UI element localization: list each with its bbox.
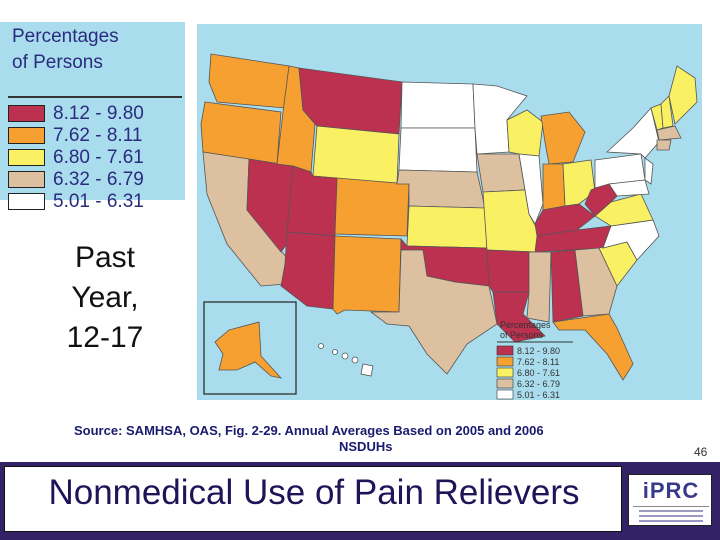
map-legend-label: 5.01 - 6.31 — [517, 390, 560, 400]
legend-swatch — [8, 127, 45, 144]
map-legend-label: 8.12 - 9.80 — [517, 346, 560, 356]
legend-panel: Percentages of Persons 8.12 - 9.80 7.62 … — [0, 22, 185, 212]
state-arizona — [280, 231, 336, 310]
legend-title-line2: of Persons — [12, 52, 103, 73]
state-maryland — [608, 179, 650, 197]
us-choropleth-map: Percentages of Persons 8.12 - 9.80 7.62 -… — [197, 24, 702, 400]
state-north-dakota — [400, 81, 476, 129]
source-line2: NSDUHs — [339, 439, 393, 454]
legend-label: 7.62 - 8.11 — [53, 125, 143, 146]
legend-title-line1: Percentages — [12, 26, 119, 47]
source-note: Source: SAMHSA, OAS, Fig. 2-29. Annual A… — [74, 423, 674, 455]
state-new-hampshire — [660, 95, 674, 129]
period-label-line1: Past — [74, 241, 136, 274]
slide-title: Nonmedical Use of Pain Relievers — [48, 473, 580, 512]
map-legend-swatch — [496, 356, 514, 367]
state-georgia — [574, 247, 618, 317]
iprc-logo: iPRC — [628, 474, 712, 526]
legend-swatch — [8, 193, 45, 210]
map-legend-title-1: Percentages — [500, 320, 551, 330]
map-legend-label: 6.80 - 7.61 — [517, 368, 560, 378]
legend-swatch — [8, 149, 45, 166]
state-massachusetts — [656, 125, 682, 141]
legend-swatch — [8, 171, 45, 188]
legend-swatch — [8, 105, 45, 122]
state-new-mexico — [332, 235, 402, 315]
state-new-jersey — [644, 157, 654, 185]
state-texas — [369, 249, 498, 375]
state-arkansas — [486, 249, 536, 293]
map-legend: Percentages of Persons 8.12 - 9.807.62 -… — [496, 320, 573, 400]
logo-subtext-lines — [633, 506, 709, 523]
state-colorado — [334, 177, 410, 237]
page-number: 46 — [694, 445, 708, 459]
source-line1: Source: SAMHSA, OAS, Fig. 2-29. Annual A… — [74, 423, 544, 438]
state-mississippi — [526, 251, 552, 323]
logo-text: iPRC — [642, 478, 700, 503]
state-hawaii — [318, 343, 374, 377]
state-wyoming — [312, 125, 400, 185]
state-alaska — [214, 321, 283, 379]
map-legend-swatch — [496, 345, 514, 356]
map-legend-swatch — [496, 378, 514, 389]
legend-label: 5.01 - 6.31 — [53, 191, 144, 212]
map-legend-swatch — [496, 367, 514, 378]
state-south-dakota — [398, 127, 478, 173]
map-legend-title-2: of Persons — [500, 330, 544, 340]
period-label: Past Year, 12-17 — [30, 238, 180, 358]
map-legend-label: 6.32 - 6.79 — [517, 379, 560, 389]
state-indiana — [542, 163, 566, 211]
map-legend-label: 7.62 - 8.11 — [517, 357, 559, 367]
period-label-line2: Year, — [71, 281, 139, 314]
legend-label: 8.12 - 9.80 — [53, 103, 144, 124]
state-nebraska — [396, 169, 486, 209]
map-canvas: Percentages of Persons 8.12 - 9.807.62 -… — [200, 53, 698, 400]
legend-label: 6.32 - 6.79 — [53, 169, 144, 190]
title-box: Nonmedical Use of Pain Relievers — [4, 466, 622, 532]
state-florida — [552, 313, 634, 381]
state-kansas — [406, 205, 488, 249]
legend-label: 6.80 - 7.61 — [53, 147, 144, 168]
state-new-york — [606, 107, 660, 159]
state-maine — [668, 65, 698, 125]
legend-divider — [8, 96, 182, 98]
state-iowa — [476, 153, 526, 193]
state-connecticut — [656, 139, 672, 151]
state-washington — [208, 53, 290, 109]
period-label-line3: 12-17 — [66, 321, 144, 354]
state-ohio — [562, 159, 596, 207]
state-wisconsin — [506, 109, 544, 157]
map-legend-swatch — [496, 389, 514, 400]
state-michigan — [540, 111, 586, 165]
